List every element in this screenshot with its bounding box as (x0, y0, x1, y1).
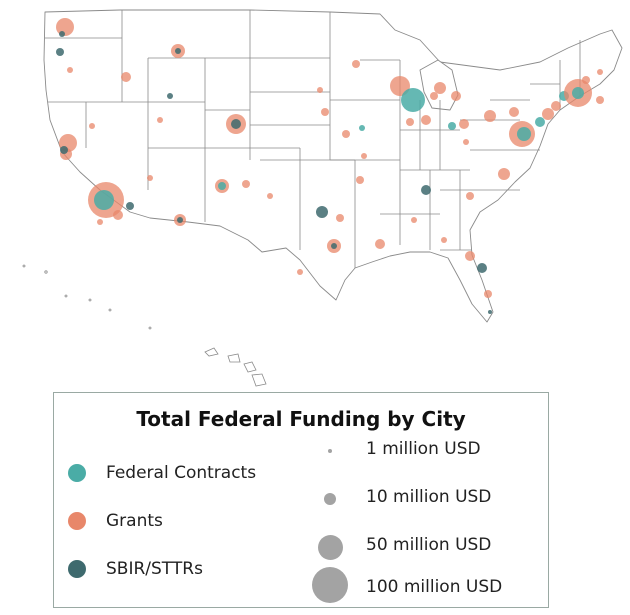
funding-bubble-70 (167, 93, 173, 99)
funding-bubble-23 (321, 108, 329, 116)
legend-item-grants: Grants (68, 511, 163, 531)
legend-item-contracts: Federal Contracts (68, 463, 256, 483)
funding-bubble-40 (448, 122, 456, 130)
funding-bubble-36 (421, 115, 431, 125)
funding-bubble-37 (430, 92, 438, 100)
state-boundaries (43, 9, 623, 323)
legend: Total Federal Funding by City Federal Co… (53, 392, 549, 608)
funding-bubble-32 (375, 239, 385, 249)
legend-label-contracts: Federal Contracts (106, 463, 257, 483)
funding-bubble-46 (517, 127, 531, 141)
funding-bubble-48 (542, 108, 554, 120)
legend-size-50m: 50 million USD (310, 529, 540, 569)
sbir-swatch-icon (68, 560, 86, 578)
funding-bubble-53 (582, 76, 590, 84)
funding-bubble-6 (121, 72, 131, 82)
funding-bubble-8 (231, 119, 241, 129)
funding-bubble-22 (267, 193, 273, 199)
funding-bubble-47 (535, 117, 545, 127)
funding-bubble-69 (157, 117, 163, 123)
funding-bubble-58 (421, 185, 431, 195)
legend-label-sbir: SBIR/STTRs (106, 559, 203, 579)
funding-bubble-27 (331, 243, 337, 249)
funding-bubble-3 (67, 67, 73, 73)
legend-label-grants: Grants (106, 511, 163, 531)
funding-bubble-52 (572, 87, 584, 99)
funding-bubble-11 (60, 146, 68, 154)
funding-bubble-34 (401, 88, 425, 112)
legend-size-label-50m: 50 million USD (366, 535, 492, 555)
funding-bubble-59 (441, 237, 447, 243)
funding-bubble-64 (411, 217, 417, 223)
funding-bubble-14 (113, 210, 123, 220)
contracts-swatch-icon (68, 464, 86, 482)
funding-bubble-55 (596, 96, 604, 104)
legend-size-label-1m: 1 million USD (366, 439, 481, 459)
size-1m-icon (328, 449, 332, 453)
funding-bubble-66 (352, 60, 360, 68)
funding-bubble-54 (597, 69, 603, 75)
funding-bubble-63 (488, 310, 492, 314)
funding-bubble-25 (336, 214, 344, 222)
funding-bubble-67 (317, 87, 323, 93)
legend-size-10m: 10 million USD (310, 481, 540, 521)
size-100m-icon (312, 567, 348, 603)
funding-bubble-60 (465, 251, 475, 261)
funding-bubble-28 (297, 269, 303, 275)
funding-bubble-30 (359, 125, 365, 131)
funding-bubble-31 (361, 153, 367, 159)
grants-swatch-icon (68, 512, 86, 530)
funding-bubble-57 (466, 192, 474, 200)
size-50m-icon (318, 535, 343, 560)
funding-bubble-49 (551, 101, 561, 111)
us-funding-map (22, 9, 623, 387)
funding-bubble-29 (342, 130, 350, 138)
funding-bubble-44 (509, 107, 519, 117)
funding-bubble-39 (451, 91, 461, 101)
legend-size-label-10m: 10 million USD (366, 487, 492, 507)
funding-bubble-1 (59, 31, 65, 37)
legend-item-sbir: SBIR/STTRs (68, 559, 203, 579)
legend-size-1m: 1 million USD (310, 433, 540, 473)
funding-bubble-20 (218, 182, 226, 190)
funding-bubble-16 (97, 219, 103, 225)
funding-bubble-24 (316, 206, 328, 218)
funding-bubbles (56, 18, 604, 314)
funding-bubble-42 (463, 139, 469, 145)
funding-bubble-33 (390, 76, 410, 96)
funding-bubble-71 (89, 123, 95, 129)
internal-borders (45, 10, 581, 268)
funding-bubble-5 (175, 48, 181, 54)
funding-bubble-18 (177, 217, 183, 223)
funding-bubble-38 (434, 82, 446, 94)
alaska-hawaii-fragments (22, 264, 267, 387)
funding-bubble-43 (484, 110, 496, 122)
funding-bubble-68 (147, 175, 153, 181)
legend-size-label-100m: 100 million USD (366, 577, 503, 597)
us-outline (43, 9, 623, 323)
funding-bubble-13 (94, 190, 114, 210)
funding-bubble-21 (242, 180, 250, 188)
funding-bubble-2 (56, 48, 64, 56)
funding-bubble-62 (484, 290, 492, 298)
funding-bubble-0 (56, 18, 74, 36)
funding-bubble-65 (356, 176, 364, 184)
legend-size-100m: 100 million USD (310, 567, 540, 609)
funding-bubble-56 (498, 168, 510, 180)
funding-bubble-15 (126, 202, 134, 210)
funding-bubble-61 (477, 263, 487, 273)
size-10m-icon (324, 493, 336, 505)
funding-bubble-41 (459, 119, 469, 129)
funding-bubble-35 (406, 118, 414, 126)
legend-title: Total Federal Funding by City (136, 407, 466, 431)
